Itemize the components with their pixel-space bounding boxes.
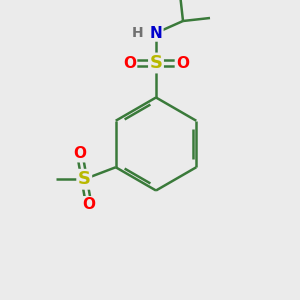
Text: S: S — [149, 54, 163, 72]
Text: S: S — [78, 170, 91, 188]
Text: O: O — [176, 56, 189, 70]
Text: O: O — [82, 197, 95, 212]
Text: N: N — [150, 26, 162, 40]
Text: H: H — [132, 26, 144, 40]
Text: O: O — [123, 56, 136, 70]
Text: O: O — [73, 146, 86, 161]
